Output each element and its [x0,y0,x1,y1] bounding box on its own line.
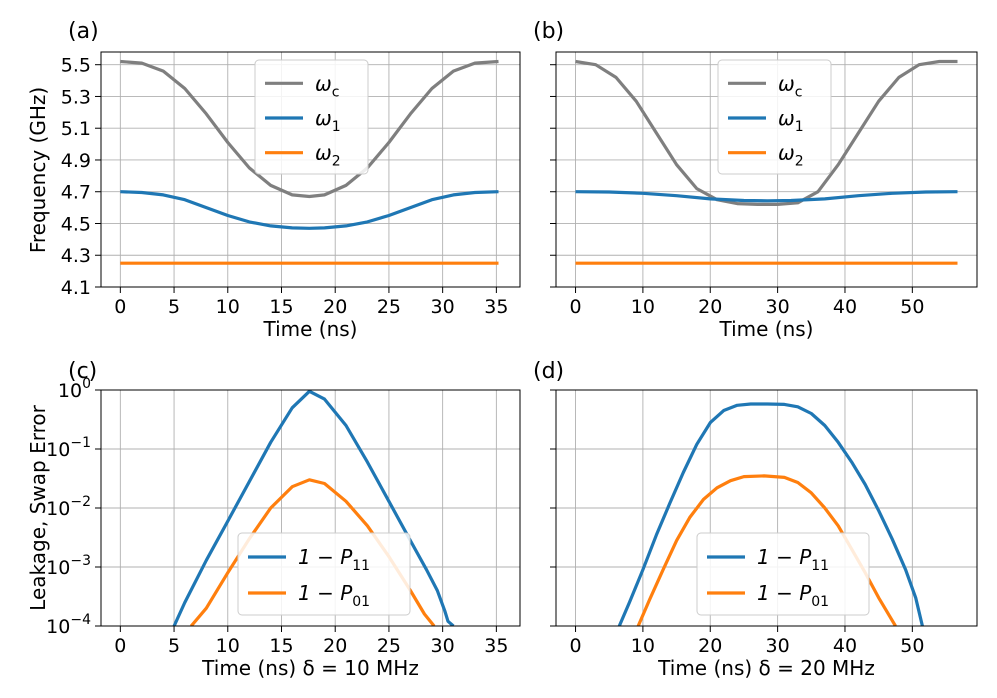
y-tick-label: 5.3 [61,86,91,108]
y-tick-label: 4.9 [61,150,91,172]
legend-entry: 1 − P01 [298,581,370,610]
chart-panel-d: 0 10 20 30 40 50 Time (ns) δ = 20 MHz (d) 1 − P1… [533,359,978,680]
x-tick-label: 20 [323,296,347,318]
x-tick-label: 40 [833,296,857,318]
x-tick-label: 10 [631,296,655,318]
x-tick-label: 40 [833,635,857,657]
legend: 1 − P11 1 − P01 [696,532,870,616]
x-tick-label: 0 [114,635,126,657]
chart-panel-c: 0 5 10 15 20 25 30 35 10−4 10−3 10−2 10−1 100 Time (n… [26,359,521,680]
x-axis-label: Time (ns) δ = 20 MHz [657,656,875,680]
y-tick-label: 4.7 [61,182,91,204]
y-tick-label: 4.3 [61,245,91,267]
chart-panel-b: 0 10 20 30 40 50 Time (ns) (b) ωc ω1 ω2 [533,19,978,341]
series-line-0 [575,59,958,206]
legend-box [254,59,369,175]
x-tick-label: 30 [431,635,455,657]
panel-label-d: (d) [533,359,564,384]
x-tick-label: 10 [216,635,240,657]
plot-frame [100,51,521,288]
legend-entry: ω2 [778,141,804,170]
panel-label-b: (b) [533,19,564,44]
x-tick-label: 5 [168,635,180,657]
x-tick-label: 0 [114,296,126,318]
legend-entry: ωc [315,71,339,100]
y-tick-label: 10−4 [46,612,91,638]
x-tick-label: 10 [216,296,240,318]
legend-entry: 1 − P11 [298,545,370,574]
plot-frame [555,51,978,288]
x-axis-label: Time (ns) [718,317,813,341]
x-tick-label: 30 [431,296,455,318]
x-tick-label: 10 [631,635,655,657]
series-line-0 [120,59,499,199]
series-line-0 [617,402,924,626]
x-tick-label: 30 [766,635,790,657]
y-tick-label: 10−3 [46,553,91,579]
x-tick-label: 15 [269,296,293,318]
x-tick-label: 25 [377,296,401,318]
x-tick-label: 0 [569,635,581,657]
panel-label-a: (a) [68,19,99,44]
y-tick-label: 4.5 [61,213,91,235]
y-axis-label: Frequency (GHz) [26,87,50,253]
x-tick-label: 20 [698,635,722,657]
x-axis-label: Time (ns) δ = 10 MHz [201,656,419,680]
y-tick-label: 10−1 [46,435,91,461]
chart-panel-a: 0 5 10 15 20 25 30 35 4.1 4.3 4.5 4.7 4.9 5.1 5.3 5.5 Ti… [26,19,521,341]
y-tick-label: 100 [58,376,91,402]
x-tick-label: 30 [766,296,790,318]
x-tick-label: 50 [900,296,924,318]
x-axis-label: Time (ns) [262,317,357,341]
x-tick-label: 35 [484,635,508,657]
y-tick-label: 4.1 [61,277,91,299]
legend-entry: ωc [778,71,802,100]
x-tick-label: 5 [168,296,180,318]
legend-box [717,59,832,175]
legend: ωc ω1 ω2 [254,59,369,175]
y-tick-label: 5.5 [61,55,91,77]
legend-entry: 1 − P01 [757,581,829,610]
legend-entry: ω2 [315,141,341,170]
series-line-1 [120,190,499,230]
series-line-0 [172,390,455,626]
y-axis-label: Leakage, Swap Error [26,404,50,610]
x-tick-label: 25 [377,635,401,657]
x-tick-label: 35 [484,296,508,318]
x-tick-label: 20 [698,296,722,318]
y-tick-label: 5.1 [61,118,91,140]
x-tick-label: 15 [269,635,293,657]
panel-label-c: (c) [68,359,97,384]
x-tick-label: 0 [569,296,581,318]
x-tick-label: 50 [900,635,924,657]
y-tick-label: 10−2 [46,494,91,520]
series-line-1 [575,190,958,203]
legend: 1 − P11 1 − P01 [237,532,411,616]
legend-entry: 1 − P11 [757,545,829,574]
legend-entry: ω1 [315,106,341,135]
legend: ωc ω1 ω2 [717,59,832,175]
legend-entry: ω1 [778,106,804,135]
x-tick-label: 20 [323,635,347,657]
